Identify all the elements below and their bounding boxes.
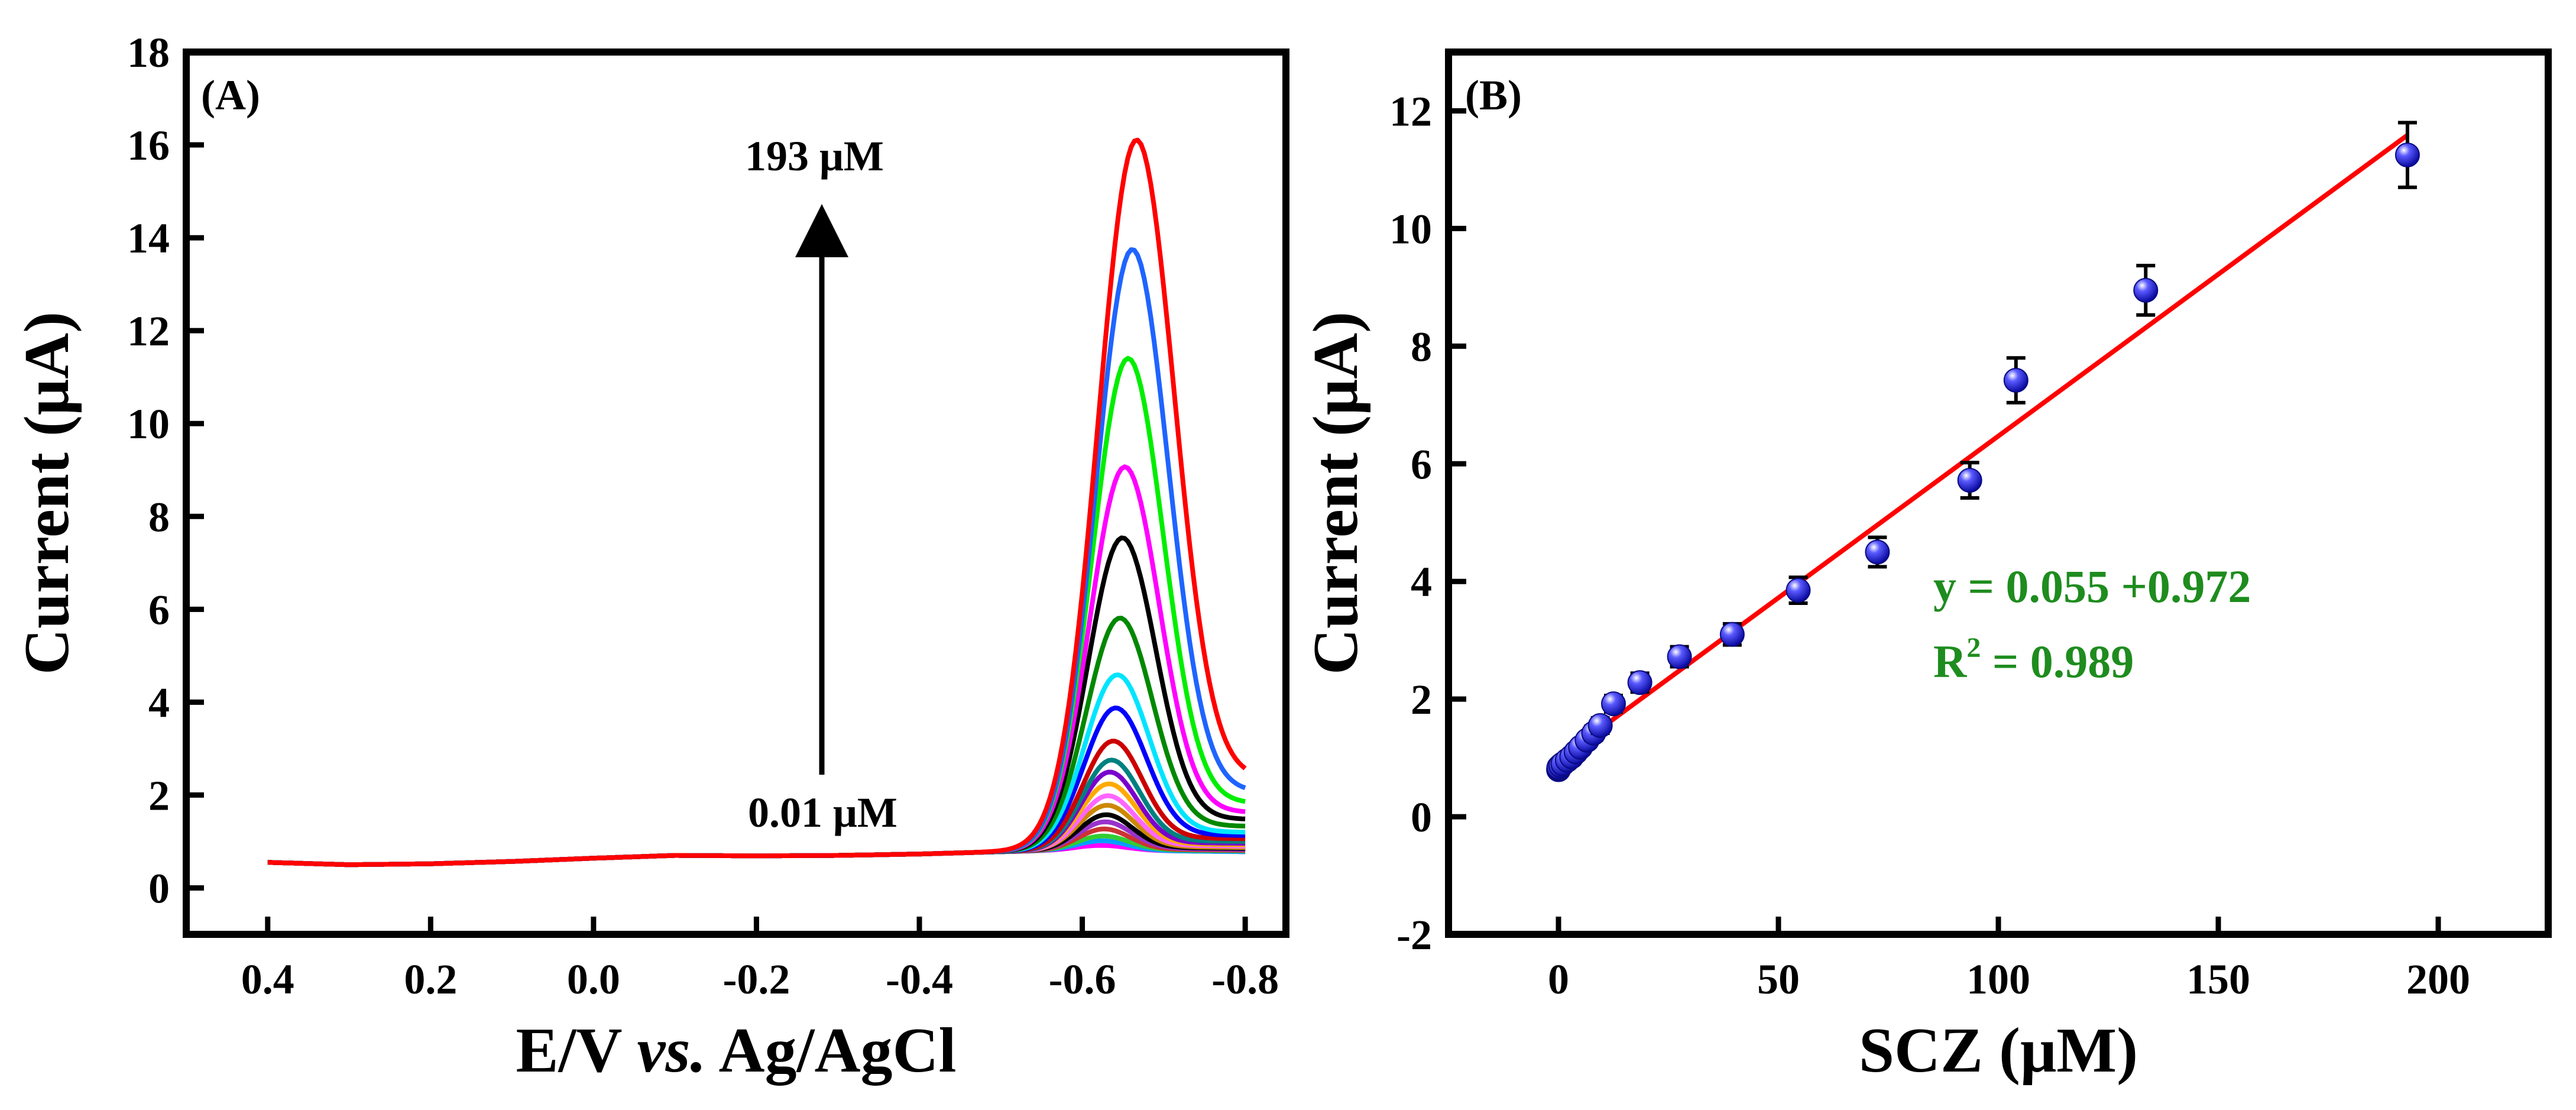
y-tick-label: 2 [148, 772, 170, 819]
x-tick-label: -0.6 [1049, 956, 1116, 1003]
panel-a: 0 2 4 6 8 10 12 14 16 18 0.4 0.2 0.0 -0.2 -0.4 -0.6 -0.8… [12, 29, 1289, 1086]
panel-a-xlabel: E/V vs. Ag/AgCl [516, 1015, 956, 1086]
x-tick-label: 200 [2406, 956, 2470, 1003]
x-tick-label: 0.0 [567, 956, 620, 1003]
panel-a-curves [267, 137, 1247, 868]
x-tick-label: 150 [2186, 956, 2250, 1003]
data-point [1627, 670, 1652, 695]
y-tick-label: 0 [148, 865, 170, 912]
y-tick-label: -2 [1396, 911, 1432, 959]
xlabel-italic: vs. [637, 1015, 707, 1086]
y-tick-label: 16 [127, 122, 170, 169]
data-point [1786, 578, 1811, 603]
data-point [1865, 539, 1890, 565]
panel-b-ylabel: Current (μA) [1301, 312, 1371, 675]
data-point [1667, 644, 1692, 669]
data-point [2394, 143, 2420, 168]
panel-b-points [1546, 121, 2420, 782]
data-point [2003, 368, 2029, 393]
linear-fit-line [1557, 133, 2409, 762]
data-point [1957, 468, 1982, 493]
panel-b-label: (B) [1465, 72, 1522, 119]
y-tick-label: 12 [1389, 88, 1432, 135]
r-squared-sup: 2 [1966, 632, 1981, 664]
data-point [1587, 713, 1613, 738]
data-point [2133, 277, 2159, 303]
r-squared-label: R [1933, 636, 1968, 687]
x-tick-label: 50 [1757, 956, 1800, 1003]
panel-a-ylabel: Current (μA) [12, 312, 82, 675]
x-tick-label: 0.4 [241, 956, 294, 1003]
x-tick-label: -0.4 [886, 956, 953, 1003]
y-tick-label: 8 [148, 493, 170, 541]
xlabel-suffix: Ag/AgCl [707, 1015, 957, 1086]
x-tick-label: -0.2 [722, 956, 790, 1003]
x-tick-label: 0.2 [404, 956, 457, 1003]
data-point [1601, 691, 1626, 717]
fit-equation: y = 0.055 +0.972 [1933, 561, 2251, 612]
data-point [1719, 622, 1745, 647]
panel-b-frame [1445, 48, 2552, 938]
voltammogram-curve [267, 137, 1247, 868]
x-tick-label: -0.8 [1211, 956, 1279, 1003]
y-tick-label: 10 [1389, 205, 1432, 253]
y-tick-label: 18 [127, 29, 170, 76]
y-tick-label: 6 [1411, 441, 1432, 488]
panel-b-xlabel: SCZ (μM) [1859, 1015, 2138, 1086]
y-tick-label: 4 [1411, 558, 1432, 606]
x-tick-label: 0 [1548, 956, 1569, 1003]
y-tick-label: 14 [127, 215, 170, 262]
panel-b: -2 0 2 4 6 8 10 12 0 50 100 150 200 (B) y = 0.055 +0… [1301, 48, 2552, 1086]
y-tick-label: 12 [127, 308, 170, 355]
r-squared-value: = 0.989 [1981, 636, 2134, 687]
panel-a-ticks: 0 2 4 6 8 10 12 14 16 18 0.4 0.2 0.0 -0.2 -0.4 -0.6 -0.8 [127, 29, 1279, 1003]
annotation-bottom: 0.01 μM [748, 789, 897, 836]
xlabel-prefix: E/V [516, 1015, 637, 1086]
r-squared: R2 = 0.989 [1933, 632, 2134, 687]
y-tick-label: 6 [148, 586, 170, 633]
y-tick-label: 4 [148, 679, 170, 726]
panel-b-ticks: -2 0 2 4 6 8 10 12 0 50 100 150 200 [1389, 88, 2470, 1003]
y-tick-label: 10 [127, 400, 170, 448]
y-tick-label: 2 [1411, 676, 1432, 723]
x-tick-label: 100 [1966, 956, 2030, 1003]
y-tick-label: 8 [1411, 323, 1432, 370]
y-tick-label: 0 [1411, 794, 1432, 841]
panel-a-label: (A) [201, 72, 260, 119]
panel-b-fit [1557, 133, 2409, 762]
annotation-top: 193 μM [745, 132, 884, 180]
panel-a-frame [183, 48, 1289, 938]
